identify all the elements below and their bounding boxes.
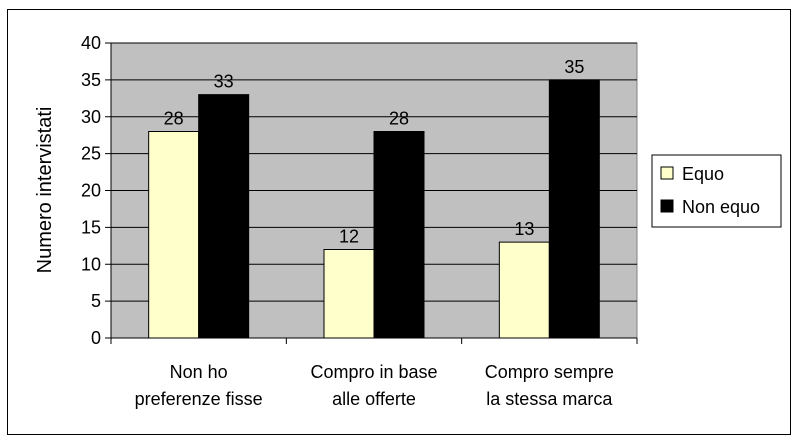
legend-label: Equo (682, 164, 724, 184)
data-label: 28 (389, 109, 409, 129)
bar-non-equo (198, 94, 250, 339)
y-tick-label: 15 (81, 217, 101, 237)
bar-equo (323, 249, 375, 339)
y-tick-label: 25 (81, 144, 101, 164)
y-axis-label: Numero intervistati (34, 107, 56, 274)
legend-swatch (660, 199, 674, 213)
x-category-label: Compro sempre (485, 362, 614, 382)
data-label: 13 (514, 219, 534, 239)
x-category-label: la stessa marca (486, 389, 613, 409)
data-label: 33 (214, 72, 234, 92)
y-tick-label: 40 (81, 33, 101, 53)
bar-non-equo (373, 131, 425, 339)
y-tick-label: 20 (81, 181, 101, 201)
bar-non-equo (548, 79, 600, 339)
bar-equo (148, 131, 200, 339)
legend-swatch (660, 166, 674, 180)
data-label: 28 (164, 109, 184, 129)
x-category-label: preferenze fisse (135, 389, 263, 409)
x-category-label: alle offerte (332, 389, 416, 409)
y-tick-label: 5 (91, 291, 101, 311)
data-label: 12 (339, 227, 359, 247)
y-tick-label: 35 (81, 70, 101, 90)
legend-label: Non equo (682, 197, 760, 217)
y-tick-label: 30 (81, 107, 101, 127)
y-tick-label: 10 (81, 254, 101, 274)
y-tick-label: 0 (91, 328, 101, 348)
data-label: 35 (564, 57, 584, 77)
bar-equo (498, 241, 550, 339)
x-category-label: Non ho (170, 362, 228, 382)
x-category-label: Compro in base (310, 362, 437, 382)
